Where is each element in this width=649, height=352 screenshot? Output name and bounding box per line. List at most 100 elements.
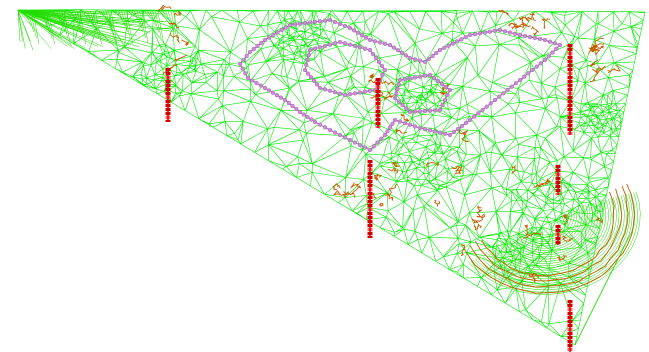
survey-point[interactable] (275, 30, 280, 35)
survey-point[interactable] (317, 19, 323, 24)
borehole-marker[interactable] (567, 300, 573, 352)
survey-point[interactable] (459, 37, 464, 42)
survey-point[interactable] (307, 47, 313, 53)
survey-point[interactable] (274, 93, 280, 98)
survey-point[interactable] (399, 50, 405, 55)
survey-point[interactable] (357, 90, 363, 95)
survey-point[interactable] (434, 50, 439, 56)
survey-point[interactable] (322, 125, 328, 130)
survey-point[interactable] (395, 48, 401, 53)
survey-point[interactable] (259, 40, 264, 46)
survey-point[interactable] (396, 82, 401, 87)
survey-point[interactable] (517, 77, 523, 83)
survey-point[interactable] (422, 108, 428, 114)
survey-point[interactable] (445, 92, 450, 98)
survey-point[interactable] (538, 61, 543, 66)
survey-point[interactable] (455, 126, 461, 132)
survey-point[interactable] (395, 86, 400, 92)
survey-point[interactable] (375, 140, 380, 145)
survey-point[interactable] (359, 33, 365, 38)
survey-point[interactable] (431, 75, 437, 81)
survey-point[interactable] (440, 102, 445, 108)
survey-point[interactable] (342, 135, 348, 140)
survey-point[interactable] (309, 117, 314, 122)
survey-point[interactable] (305, 57, 310, 63)
survey-point[interactable] (372, 39, 378, 44)
survey-point[interactable] (362, 46, 368, 51)
survey-point[interactable] (387, 42, 393, 48)
survey-point[interactable] (437, 107, 443, 113)
survey-point[interactable] (407, 122, 413, 127)
survey-point[interactable] (412, 75, 418, 80)
survey-point[interactable] (301, 112, 306, 117)
survey-point[interactable] (382, 67, 388, 73)
survey-point[interactable] (427, 72, 433, 78)
survey-point[interactable] (427, 108, 433, 113)
survey-point[interactable] (554, 46, 559, 51)
survey-point[interactable] (283, 25, 288, 30)
survey-point[interactable] (305, 71, 311, 76)
survey-point[interactable] (400, 102, 405, 108)
borehole-marker[interactable] (165, 68, 171, 122)
survey-point[interactable] (403, 53, 409, 58)
survey-point[interactable] (355, 30, 361, 35)
survey-point[interactable] (450, 41, 455, 46)
survey-point[interactable] (362, 89, 368, 94)
survey-point[interactable] (262, 37, 268, 43)
survey-point[interactable] (422, 73, 428, 78)
survey-point[interactable] (317, 45, 323, 50)
survey-point[interactable] (492, 97, 498, 103)
survey-point[interactable] (530, 67, 535, 73)
survey-point[interactable] (484, 104, 489, 109)
survey-point[interactable] (322, 18, 328, 23)
survey-point[interactable] (482, 30, 488, 35)
survey-point[interactable] (385, 129, 390, 134)
survey-point[interactable] (363, 35, 369, 40)
survey-point[interactable] (387, 125, 393, 130)
survey-point[interactable] (308, 75, 314, 80)
survey-point[interactable] (432, 129, 438, 134)
survey-point[interactable] (241, 57, 246, 63)
survey-point[interactable] (327, 42, 333, 47)
survey-point[interactable] (439, 81, 445, 87)
borehole-marker[interactable] (555, 225, 561, 245)
survey-point[interactable] (480, 107, 485, 113)
survey-point[interactable] (397, 119, 403, 124)
survey-point[interactable] (404, 106, 409, 111)
survey-point[interactable] (437, 130, 443, 135)
survey-point[interactable] (327, 88, 333, 93)
survey-point[interactable] (317, 122, 323, 127)
survey-point[interactable] (552, 41, 558, 46)
survey-point[interactable] (432, 108, 438, 113)
survey-point[interactable] (402, 77, 408, 82)
survey-point[interactable] (397, 77, 403, 83)
survey-point[interactable] (357, 142, 363, 148)
survey-point[interactable] (250, 78, 255, 83)
survey-point[interactable] (532, 35, 538, 41)
survey-point[interactable] (435, 78, 441, 84)
borehole-marker[interactable] (367, 160, 373, 238)
survey-point[interactable] (327, 127, 333, 133)
survey-point[interactable] (392, 117, 398, 123)
survey-point[interactable] (337, 132, 343, 138)
survey-point[interactable] (367, 37, 373, 43)
survey-point[interactable] (443, 84, 449, 90)
survey-point[interactable] (251, 46, 256, 52)
survey-point[interactable] (422, 59, 428, 65)
survey-point[interactable] (542, 37, 548, 43)
survey-point[interactable] (305, 114, 310, 120)
survey-point[interactable] (373, 55, 379, 61)
survey-point[interactable] (417, 125, 423, 131)
survey-point[interactable] (247, 49, 253, 55)
borehole-marker[interactable] (567, 44, 573, 135)
survey-point[interactable] (476, 111, 481, 116)
survey-point[interactable] (513, 81, 518, 86)
survey-point[interactable] (279, 27, 284, 33)
survey-point[interactable] (522, 74, 527, 79)
survey-point[interactable] (379, 136, 384, 141)
survey-point[interactable] (371, 144, 376, 149)
survey-point[interactable] (262, 85, 268, 91)
survey-point[interactable] (347, 25, 353, 31)
survey-point[interactable] (430, 53, 435, 59)
